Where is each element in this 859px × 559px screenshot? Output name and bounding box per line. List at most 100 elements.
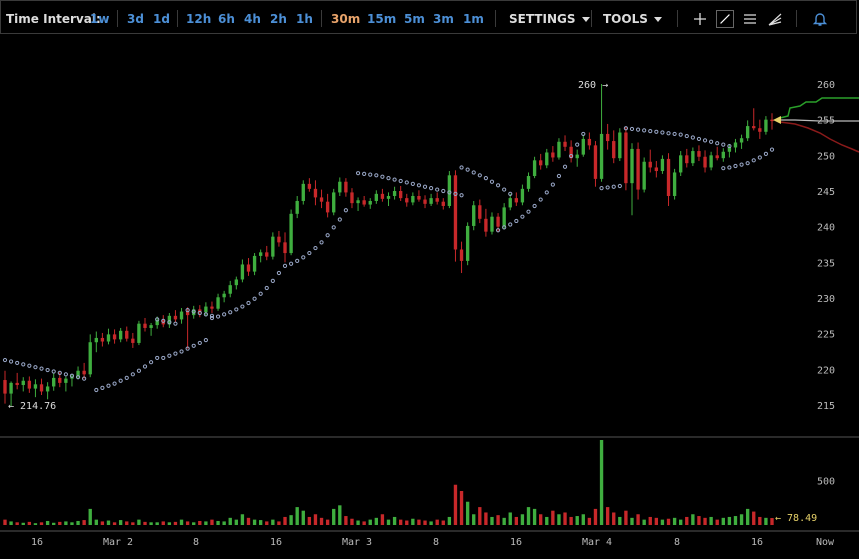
sar-dot xyxy=(757,155,762,160)
sar-dot xyxy=(240,304,245,309)
volume-bar xyxy=(575,516,579,525)
sar-dot xyxy=(690,135,695,140)
bid-depth-line xyxy=(779,121,859,153)
volume-bar xyxy=(612,512,616,525)
candle-body xyxy=(332,192,336,213)
candle-body xyxy=(319,197,324,202)
volume-bar xyxy=(648,516,652,525)
price-chart[interactable]: 215 220 225 230 235 240 245 250 255 260 500 16 Mar… xyxy=(0,34,859,555)
interval-12h[interactable]: 12h xyxy=(186,12,212,26)
candle-body xyxy=(386,195,391,199)
volume-bar xyxy=(721,517,725,525)
crosshair-icon[interactable] xyxy=(691,10,709,28)
candle-body xyxy=(265,252,269,257)
sar-dot xyxy=(453,191,458,196)
time-tick-label: 8 xyxy=(433,537,439,548)
volume-bar xyxy=(289,515,293,525)
sar-dot xyxy=(374,173,379,178)
volume-bar xyxy=(545,516,549,525)
settings-menu[interactable]: SETTINGS xyxy=(509,1,590,35)
volume-bar xyxy=(265,521,269,525)
sar-dot xyxy=(63,372,68,377)
volume-bar xyxy=(490,516,494,525)
sar-dot xyxy=(459,165,464,170)
candle-body xyxy=(216,297,220,309)
sar-dot xyxy=(234,307,239,312)
candle-body xyxy=(484,218,488,232)
sar-dot xyxy=(276,270,282,276)
volume-bar xyxy=(709,516,713,525)
candle-body xyxy=(672,172,677,196)
volume-bar xyxy=(587,517,592,525)
candle-body xyxy=(198,309,202,313)
sar-dot xyxy=(8,359,14,364)
candle-body xyxy=(453,175,458,250)
volume-bar xyxy=(435,519,439,525)
candle-body xyxy=(313,188,318,198)
volume-bar xyxy=(33,523,38,525)
volume-bar xyxy=(417,519,421,525)
sar-dot xyxy=(629,126,635,132)
fan-lines-icon[interactable] xyxy=(766,10,784,28)
volume-bar xyxy=(149,522,153,525)
interval-5m[interactable]: 5m xyxy=(404,12,425,26)
depth-lines xyxy=(779,97,859,153)
chart-area[interactable]: 215 220 225 230 235 240 245 250 255 260 500 16 Mar… xyxy=(0,34,859,555)
volume-bar xyxy=(179,519,184,525)
interval-3m[interactable]: 3m xyxy=(433,12,454,26)
sar-dot xyxy=(203,337,208,343)
interval-1w[interactable]: 1w xyxy=(90,12,110,26)
candle-body xyxy=(770,119,774,122)
sar-dot xyxy=(562,164,568,169)
volume-bar xyxy=(386,519,391,525)
ask-depth-line xyxy=(779,97,859,119)
candle-body xyxy=(399,191,403,199)
sar-dot xyxy=(33,365,38,370)
volume-bar xyxy=(143,521,147,525)
candle-body xyxy=(106,334,111,342)
sar-dot xyxy=(343,208,348,213)
separator xyxy=(321,10,322,27)
interval-30m[interactable]: 30m xyxy=(331,12,361,26)
chart-background xyxy=(0,34,859,555)
volume-bar xyxy=(496,515,500,525)
interval-1d[interactable]: 1d xyxy=(153,12,170,26)
candle-body xyxy=(642,161,646,190)
volume-bar xyxy=(599,440,604,525)
volume-bar xyxy=(685,516,689,525)
volume-bar xyxy=(526,507,531,525)
sar-dot xyxy=(642,128,647,133)
candle-body xyxy=(173,315,178,320)
interval-6h[interactable]: 6h xyxy=(218,12,235,26)
candle-body xyxy=(545,152,549,166)
interval-2h[interactable]: 2h xyxy=(270,12,287,26)
candle-body xyxy=(289,213,293,254)
price-tick-label: 245 xyxy=(817,187,835,198)
sar-dot xyxy=(502,225,507,230)
candle-body xyxy=(277,236,281,243)
candle-body xyxy=(362,200,366,205)
candle-body xyxy=(581,138,585,155)
candle-body xyxy=(605,133,610,142)
candle-body xyxy=(569,146,573,159)
time-interval-label: Time Interval: xyxy=(6,12,101,26)
sar-dot xyxy=(57,370,62,375)
candle-body xyxy=(88,342,92,375)
interval-3d[interactable]: 3d xyxy=(127,12,144,26)
sar-dot xyxy=(167,320,172,325)
tools-menu[interactable]: TOOLS xyxy=(603,1,662,35)
interval-4h[interactable]: 4h xyxy=(244,12,261,26)
interval-15m[interactable]: 15m xyxy=(367,12,397,26)
sar-dot xyxy=(179,349,184,354)
interval-1h[interactable]: 1h xyxy=(296,12,313,26)
bell-icon[interactable] xyxy=(811,10,829,28)
candle-body xyxy=(764,119,768,132)
candle-body xyxy=(155,320,159,326)
volume-bar xyxy=(204,521,208,525)
interval-1m[interactable]: 1m xyxy=(463,12,484,26)
volume-bar xyxy=(9,521,13,525)
sar-dot xyxy=(532,203,537,209)
candle-body xyxy=(295,200,299,214)
line-draw-icon[interactable] xyxy=(716,10,734,28)
horizontal-lines-icon[interactable] xyxy=(741,10,759,28)
